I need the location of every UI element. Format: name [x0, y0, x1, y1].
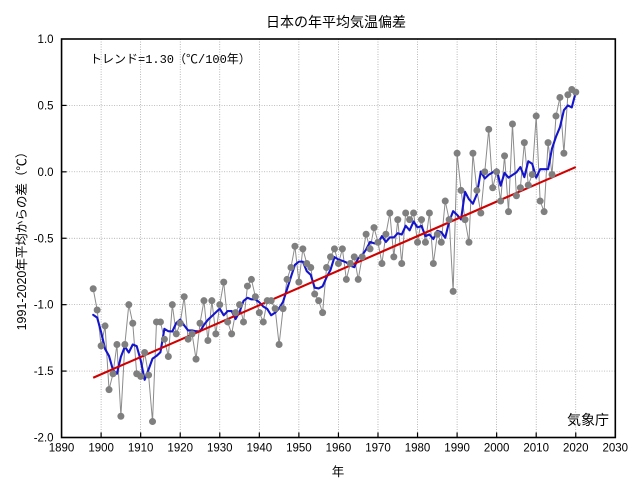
svg-text:1930: 1930 [207, 443, 233, 455]
svg-text:0.0: 0.0 [38, 167, 54, 179]
svg-text:1940: 1940 [247, 443, 273, 455]
svg-text:1910: 1910 [128, 443, 154, 455]
svg-text:1960: 1960 [326, 443, 352, 455]
svg-text:1920: 1920 [167, 443, 193, 455]
svg-text:-1.0: -1.0 [34, 300, 54, 312]
svg-text:2000: 2000 [484, 443, 510, 455]
svg-text:1970: 1970 [365, 443, 391, 455]
svg-text:-0.5: -0.5 [34, 233, 54, 245]
svg-text:0.5: 0.5 [38, 100, 54, 112]
svg-text:2030: 2030 [603, 443, 629, 455]
svg-text:1900: 1900 [88, 443, 114, 455]
svg-text:-1.5: -1.5 [34, 366, 54, 378]
svg-text:1950: 1950 [286, 443, 312, 455]
svg-text:1990: 1990 [444, 443, 470, 455]
svg-text:1.0: 1.0 [38, 34, 54, 46]
svg-text:2020: 2020 [563, 443, 589, 455]
svg-text:-2.0: -2.0 [34, 433, 54, 445]
svg-text:2010: 2010 [523, 443, 549, 455]
svg-text:1980: 1980 [405, 443, 431, 455]
